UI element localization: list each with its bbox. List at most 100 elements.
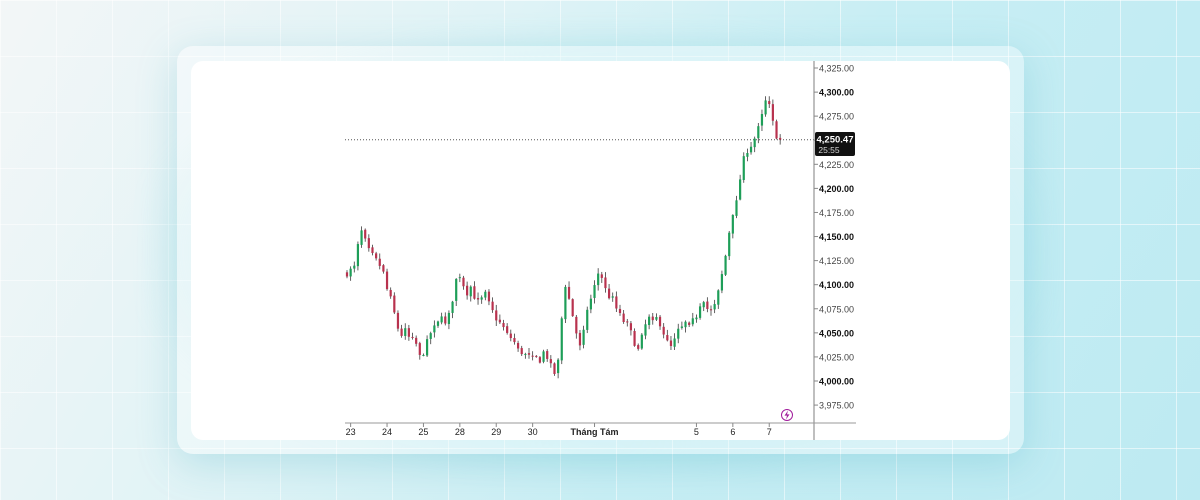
candle-body xyxy=(516,342,520,349)
y-axis-ticks: 3,975.00 4,000.00 4,025.00 4,050.00 4,075.00… xyxy=(814,64,854,411)
candle xyxy=(615,291,618,313)
y-tick-label: 4,000.00 xyxy=(819,377,854,387)
candle xyxy=(698,303,702,320)
candle-body xyxy=(658,316,662,327)
candle xyxy=(509,329,512,342)
candle xyxy=(655,313,658,321)
candle xyxy=(425,335,429,357)
candle xyxy=(407,324,410,341)
candle-body xyxy=(349,268,352,277)
candle-body xyxy=(440,316,443,323)
candle xyxy=(607,283,611,300)
candle-body xyxy=(367,238,370,249)
candle xyxy=(673,333,676,350)
candle-body xyxy=(531,355,534,357)
candle-body xyxy=(473,286,476,299)
candle xyxy=(695,314,698,323)
candle-body xyxy=(509,333,512,339)
candle xyxy=(546,349,549,362)
candle-body xyxy=(597,273,600,286)
candle xyxy=(720,270,724,294)
candle xyxy=(622,309,625,324)
candle xyxy=(629,320,633,336)
candle xyxy=(702,300,705,312)
candle xyxy=(640,333,643,350)
candle xyxy=(375,251,378,261)
candle xyxy=(731,214,734,239)
candle xyxy=(677,323,680,344)
candle xyxy=(396,310,400,332)
candle xyxy=(662,323,665,339)
y-tick-label: 3,975.00 xyxy=(819,401,854,411)
x-tick-label: 29 xyxy=(491,427,501,437)
candlestick-chart[interactable]: 3,975.00 4,000.00 4,025.00 4,050.00 4,075.00… xyxy=(191,61,1010,440)
candle xyxy=(476,292,480,305)
candle-body xyxy=(360,230,363,245)
candle-body xyxy=(429,333,432,339)
candle-body xyxy=(455,278,458,301)
candle xyxy=(597,268,600,291)
current-price-tag: 4,250.47 25:55 xyxy=(815,132,855,156)
x-tick-label: 24 xyxy=(382,427,392,437)
candle xyxy=(498,314,501,325)
candle-body xyxy=(662,326,665,335)
candle-body xyxy=(436,321,440,326)
y-tick-label: 4,175.00 xyxy=(819,208,854,218)
y-tick-label: 4,200.00 xyxy=(819,184,854,194)
y-tick-label: 4,150.00 xyxy=(819,232,854,242)
candle-body xyxy=(353,265,356,269)
candle-body xyxy=(527,353,531,355)
candle xyxy=(600,271,603,283)
candle xyxy=(626,318,629,327)
candle-body xyxy=(546,351,549,359)
candle xyxy=(538,355,542,364)
candle-body xyxy=(466,285,469,296)
candle xyxy=(527,347,531,359)
candle-body xyxy=(698,306,702,318)
candle xyxy=(411,332,414,340)
candle-body xyxy=(491,301,494,311)
candle-body xyxy=(451,301,454,313)
candle xyxy=(753,136,756,153)
candle-body xyxy=(557,359,560,374)
candle xyxy=(567,281,571,300)
candle-body xyxy=(702,302,705,308)
candle xyxy=(746,148,749,162)
candle xyxy=(775,119,778,140)
candle-body xyxy=(575,316,578,334)
candle-body xyxy=(618,308,622,313)
candle-body xyxy=(549,359,552,364)
candle xyxy=(760,109,764,132)
candle-countdown: 25:55 xyxy=(818,145,840,155)
candle xyxy=(706,297,709,313)
candle-body xyxy=(356,244,360,267)
candle-body xyxy=(564,286,567,320)
candle-body xyxy=(651,316,654,321)
candle-body xyxy=(411,336,414,338)
chart-card: 3,975.00 4,000.00 4,025.00 4,050.00 4,075.00… xyxy=(191,61,1010,440)
x-tick-label: 7 xyxy=(767,427,772,437)
candle xyxy=(513,333,516,345)
candle xyxy=(535,355,538,358)
candle xyxy=(779,134,782,145)
candle-body xyxy=(749,146,753,153)
current-price-label: 4,250.47 xyxy=(817,135,854,146)
candle-body xyxy=(677,328,680,339)
candle-body xyxy=(669,340,673,347)
x-tick-label: 6 xyxy=(730,427,735,437)
candle-body xyxy=(487,291,491,302)
candle xyxy=(724,254,727,276)
candle-body xyxy=(684,321,687,328)
candle xyxy=(389,287,392,299)
candle-body xyxy=(425,339,429,356)
candle-body xyxy=(760,113,764,126)
lightning-icon[interactable] xyxy=(781,409,793,421)
x-tick-label: 25 xyxy=(418,427,428,437)
candle xyxy=(345,270,349,279)
candle xyxy=(404,323,407,340)
candle-body xyxy=(560,318,563,361)
candle-body xyxy=(607,288,611,299)
candle-body xyxy=(728,232,731,257)
y-tick-label: 4,300.00 xyxy=(819,88,854,98)
candle xyxy=(542,349,545,364)
